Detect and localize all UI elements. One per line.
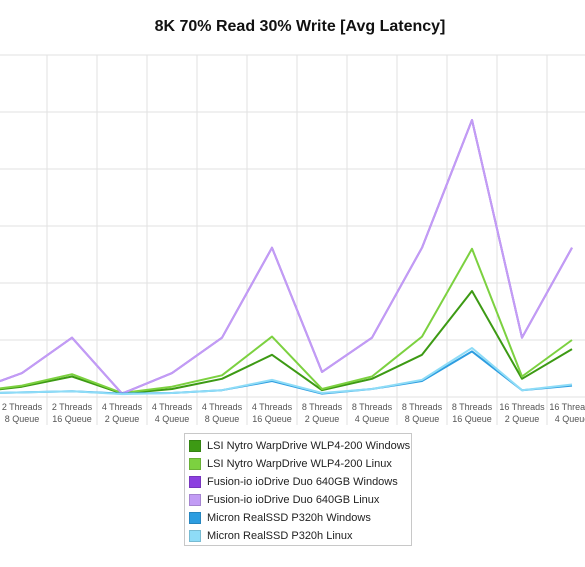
legend-label: Fusion-io ioDrive Duo 640GB Windows [207,476,398,488]
legend-item: Micron RealSSD P320h Windows [189,509,411,527]
legend-swatch [189,458,201,470]
legend-swatch [189,476,201,488]
series-line-0 [0,290,573,395]
series-line-4 [0,350,573,395]
legend-swatch [189,512,201,524]
legend-label: LSI Nytro WarpDrive WLP4-200 Windows [207,440,411,452]
legend-label: LSI Nytro WarpDrive WLP4-200 Linux [207,458,392,470]
legend-item: Fusion-io ioDrive Duo 640GB Windows [189,473,411,491]
x-tick-label: 8 Threads 8 Queue [402,402,443,424]
series-line-3 [0,119,573,395]
chart-title: 8K 70% Read 30% Write [Avg Latency] [154,18,446,35]
legend-swatch [189,440,201,452]
legend-label: Micron RealSSD P320h Windows [207,512,371,524]
legend-item: LSI Nytro WarpDrive WLP4-200 Windows [189,437,411,455]
x-tick-label: 8 Threads 4 Queue [352,402,393,424]
x-tick-label: 2 Threads 8 Queue [2,402,43,424]
legend-label: Fusion-io ioDrive Duo 640GB Linux [207,494,380,506]
legend-item: LSI Nytro WarpDrive WLP4-200 Linux [189,455,411,473]
legend-swatch [189,494,201,506]
series-line-5 [0,347,573,396]
x-tick-label: 4 Threads 16 Queue [252,402,293,424]
legend-item: Micron RealSSD P320h Linux [189,527,411,545]
legend-label: Micron RealSSD P320h Linux [207,530,353,542]
x-tick-label: 4 Threads 4 Queue [152,402,193,424]
legend-swatch [189,530,201,542]
x-tick-label: 8 Threads 2 Queue [302,402,343,424]
legend: LSI Nytro WarpDrive WLP4-200 Windows LSI … [184,433,412,546]
x-tick-label: 4 Threads 2 Queue [102,402,143,424]
x-tick-label: 2 Threads 16 Queue [52,402,93,424]
legend-item: Fusion-io ioDrive Duo 640GB Linux [189,491,411,509]
series-lines [0,119,573,396]
x-tick-label: 16 Threads 2 Queue [499,402,545,424]
x-tick-label: 4 Threads 8 Queue [202,402,243,424]
series-line-1 [0,247,573,394]
x-tick-label: 8 Threads 16 Queue [452,402,493,424]
